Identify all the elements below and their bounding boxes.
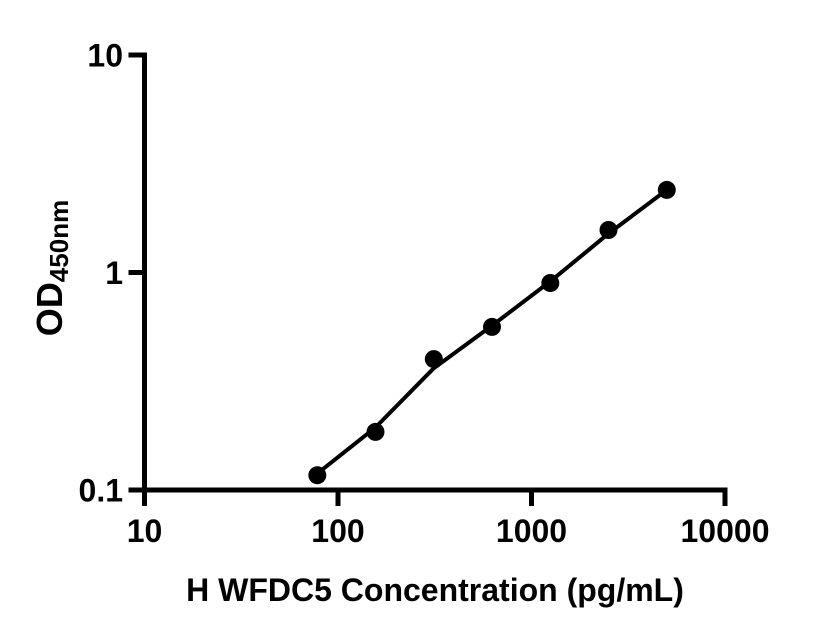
- data-point: [541, 274, 560, 292]
- data-point: [308, 466, 327, 485]
- data-point: [657, 180, 676, 199]
- y-axis-tick-label: 1: [105, 255, 123, 291]
- y-axis-tick-label: 10: [87, 38, 123, 74]
- axis-ticks: [128, 52, 728, 506]
- x-axis-tick-label: 10: [127, 513, 163, 549]
- y-axis-tick-label: 0.1: [79, 473, 123, 509]
- x-axis-title: H WFDC5 Concentration (pg/mL): [186, 572, 684, 608]
- axis-frame: [142, 52, 728, 493]
- axis-tick-labels: 10 100 1000 10000 10 1 0.1: [79, 38, 770, 550]
- y-axis-title-subscript: 450nm: [44, 200, 74, 282]
- x-axis-tick-label: 1000: [496, 513, 567, 549]
- data-point: [366, 422, 385, 441]
- x-axis-tick-label: 10000: [681, 513, 770, 549]
- data-point: [483, 317, 501, 336]
- y-axis-title: OD450nm: [29, 200, 74, 336]
- data-point: [599, 221, 618, 239]
- y-axis-title-main: OD: [29, 282, 70, 336]
- data-point: [424, 350, 443, 369]
- axes: [142, 52, 728, 493]
- x-axis-tick-label: 100: [311, 513, 364, 549]
- plot-area: [308, 180, 676, 485]
